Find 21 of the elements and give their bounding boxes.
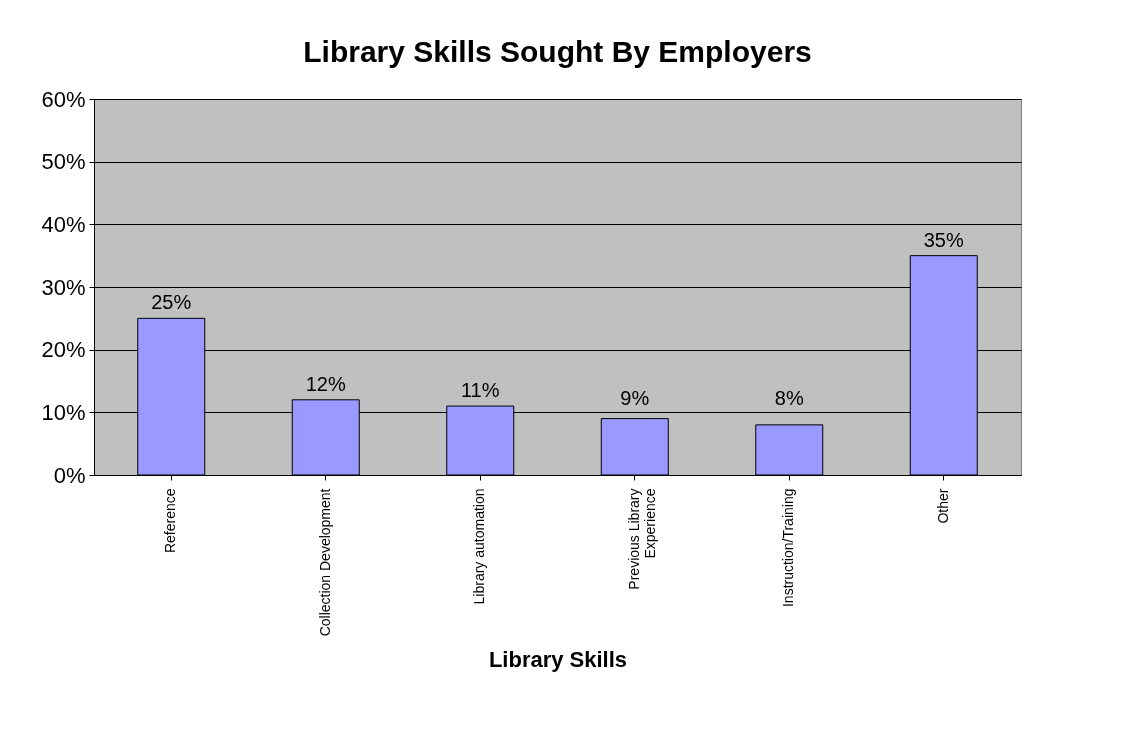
y-tick-label: 30% [41, 274, 86, 300]
data-label: 9% [620, 387, 650, 410]
x-tick-label: Collection Development [316, 488, 333, 637]
x-tick-label: Library automation [471, 488, 488, 605]
data-label: 8% [774, 387, 804, 410]
data-label: 12% [305, 372, 346, 395]
y-tick-label: 60% [41, 86, 86, 112]
y-tick-label: 10% [41, 399, 86, 425]
x-tick-label: Previous Library Experience [625, 488, 658, 590]
x-tick-label: Instruction/Training [780, 488, 797, 608]
data-label: 11% [460, 379, 500, 402]
y-tick-label: 40% [41, 211, 86, 237]
x-axis-title: Library Skills [488, 647, 628, 673]
y-tick-label: 20% [41, 337, 86, 363]
data-label: 25% [151, 291, 192, 314]
y-tick-label: 50% [41, 149, 86, 175]
x-tick-label: Other [934, 488, 951, 524]
x-tick-label: Reference [162, 488, 179, 554]
data-label: 35% [923, 228, 964, 251]
y-tick-label: 0% [53, 462, 86, 488]
chart-title: Library Skills Sought By Employers [303, 35, 812, 68]
